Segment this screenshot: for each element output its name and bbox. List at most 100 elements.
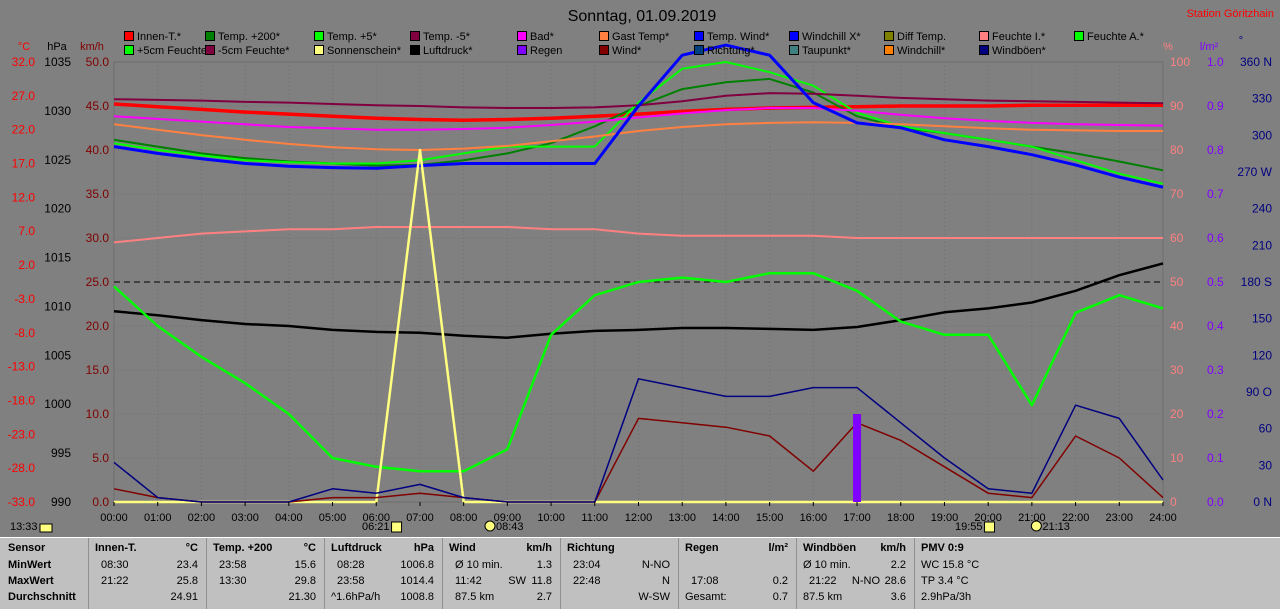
x-tick: 14:00 — [712, 512, 740, 524]
row-label-max: MaxWert — [8, 575, 54, 587]
stats-unit: °C — [185, 542, 198, 554]
legend-swatch — [124, 45, 134, 55]
x-tick: 23:00 — [1106, 512, 1134, 524]
hpa-tick: 1035 — [44, 55, 71, 69]
x-tick: 19:00 — [931, 512, 959, 524]
legend-label: Taupunkt* — [802, 45, 851, 57]
stats-temp200: Temp. +200 °C 23:58 15.6 13:30 29.8 21.30 — [206, 538, 324, 609]
legend-swatch — [789, 31, 799, 41]
marker-time-left: 13:33 — [10, 521, 38, 533]
stats-value: 2.2 — [890, 559, 906, 571]
legend-label: Sonnenschein* — [327, 45, 402, 57]
legend-label: Regen — [530, 45, 563, 57]
legend-item: Bad* — [517, 31, 554, 43]
stats-regen: Regen l/m² 17:08 0.2 Gesamt: 0.7 — [678, 538, 796, 609]
x-tick: 00:00 — [100, 512, 128, 524]
series-line-0 — [113, 102, 1163, 122]
stats-time: 08:30 — [101, 559, 129, 571]
stats-time: 22:48 — [573, 575, 601, 587]
pct-tick: 80 — [1170, 143, 1184, 157]
legend-item: Temp. +5* — [314, 31, 377, 43]
stats-value: 2.7 — [536, 591, 552, 603]
stats-value: N — [662, 575, 670, 587]
degc-tick: 7.0 — [18, 224, 35, 238]
rain-tick: 0.2 — [1207, 407, 1224, 421]
legend-label: Luftdruck* — [423, 45, 473, 57]
stats-unit: l/m² — [768, 542, 788, 554]
legend-label: +5cm Feuchte* — [137, 45, 212, 57]
dir-tick: 210 — [1252, 238, 1272, 252]
legend-label: Gast Temp* — [612, 31, 670, 43]
pmv-dewpoint: TP 3.4 °C — [921, 575, 969, 587]
stats-value: 3.6 — [890, 591, 906, 603]
dir-tick: 30 — [1259, 458, 1273, 472]
legend-label: Temp. +5* — [327, 31, 377, 43]
rain-tick: 0.5 — [1207, 275, 1224, 289]
series-line-2 — [113, 61, 1164, 185]
stats-time: 13:30 — [219, 575, 247, 587]
stats-luftdruck: Luftdruck hPa 08:28 1006.8 23:58 1014.4 ^1.… — [324, 538, 442, 609]
pct-tick: 60 — [1170, 231, 1184, 245]
x-tick: 13:00 — [668, 512, 696, 524]
legend-swatch — [599, 31, 609, 41]
pct-tick: 100 — [1170, 55, 1190, 69]
series-line-8 — [113, 226, 1163, 244]
x-tick: 21:00 — [1018, 512, 1046, 524]
legend-swatch — [979, 45, 989, 55]
degc-tick: -8.0 — [14, 326, 35, 340]
legend-swatch — [694, 31, 704, 41]
unit-rain: l/m² — [1200, 41, 1219, 53]
dir-tick: 150 — [1252, 312, 1272, 326]
stats-time: 08:28 — [337, 559, 365, 571]
dir-tick: 360 N — [1240, 55, 1272, 69]
legend-swatch — [1074, 31, 1084, 41]
legend-swatch — [694, 45, 704, 55]
hpa-tick: 1000 — [44, 397, 71, 411]
x-tick: 04:00 — [275, 512, 303, 524]
stats-panel: Sensor MinWert MaxWert Durchschnitt Inne… — [0, 537, 1280, 609]
station-name: Station Göritzhain — [1187, 8, 1274, 20]
x-tick: 06:00 — [362, 512, 390, 524]
x-tick: 08:00 — [450, 512, 478, 524]
series-line-1 — [113, 77, 1164, 172]
stats-value: 0.2 — [772, 575, 788, 587]
stats-value: 1.3 — [536, 559, 552, 571]
legend-item: Windchill X* — [789, 31, 861, 43]
kmh-tick: 45.0 — [86, 99, 110, 113]
stats-value: 1014.4 — [400, 575, 434, 587]
legend-label: -5cm Feuchte* — [218, 45, 290, 57]
stats-header: Innen-T. — [95, 542, 137, 554]
legend-swatch — [205, 31, 215, 41]
stats-header: Luftdruck — [331, 542, 382, 554]
legend-label: Temp. Wind* — [707, 31, 770, 43]
legend-item: Diff Temp. — [884, 31, 946, 43]
series-line-9 — [113, 271, 1164, 473]
x-tick: 20:00 — [974, 512, 1002, 524]
stats-value: 11.8 — [531, 575, 552, 587]
stats-value: 29.8 — [294, 575, 316, 587]
sunrise-icon — [391, 521, 403, 533]
stats-value: W-SW — [638, 591, 670, 603]
stats-value: 15.6 — [294, 559, 316, 571]
x-tick: 05:00 — [319, 512, 347, 524]
rain-tick: 0.9 — [1207, 99, 1224, 113]
rain-tick: 1.0 — [1207, 55, 1224, 69]
legend-item: Wind* — [599, 45, 641, 57]
pct-tick: 40 — [1170, 319, 1184, 333]
stats-time: 23:04 — [573, 559, 601, 571]
dir-tick: 90 O — [1246, 385, 1272, 399]
degc-tick: 27.0 — [12, 89, 36, 103]
rain-tick: 0.8 — [1207, 143, 1224, 157]
stats-innen: Innen-T. °C 08:30 23.4 21:22 25.8 24.91 — [88, 538, 206, 609]
dir-tick: 180 S — [1241, 275, 1272, 289]
sunset-icon — [984, 521, 996, 533]
stats-time: Ø 10 min. — [455, 559, 503, 571]
stats-distance: 87.5 km — [455, 591, 495, 603]
hpa-tick: 1025 — [44, 153, 71, 167]
stats-header: PMV 0:9 — [921, 542, 964, 554]
hpa-tick: 1005 — [44, 348, 71, 362]
stats-richtung: Richtung 23:04 N-NO 22:48 N W-SW — [560, 538, 678, 609]
legend-item: Temp. -5* — [410, 31, 470, 43]
stats-pmv: PMV 0:9 WC 15.8 °C TP 3.4 °C 2.9hPa/3h — [914, 538, 1280, 609]
hpa-tick: 1015 — [44, 251, 71, 265]
